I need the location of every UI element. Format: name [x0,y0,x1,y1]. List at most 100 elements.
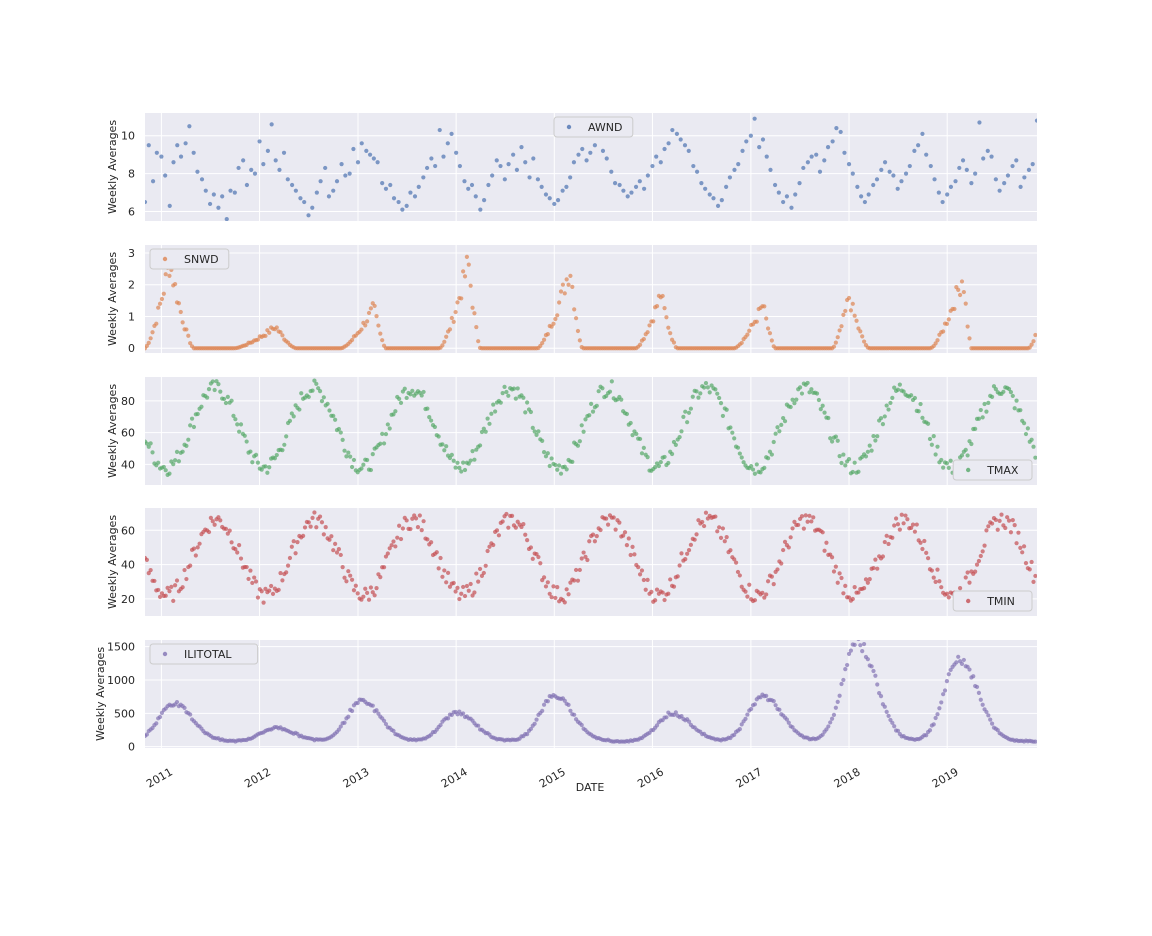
y-tick-label: 1000 [107,674,135,687]
data-point [871,433,876,439]
data-point [220,194,225,199]
data-point [380,181,385,186]
data-point [852,642,857,647]
data-point [980,702,985,707]
data-point [954,660,959,665]
data-point [895,387,901,392]
data-point [157,301,163,306]
data-point [361,594,366,599]
data-point [715,529,720,534]
data-point [207,201,213,207]
data-point [272,456,277,461]
data-point [427,415,432,420]
data-point [378,331,383,336]
data-point [875,682,880,687]
data-point [945,192,950,197]
data-point [233,547,238,552]
data-point [483,429,488,434]
y-tick-label: 8 [128,168,135,181]
data-point [730,430,735,435]
data-point [532,429,537,434]
data-point [707,192,712,197]
data-point [737,451,742,456]
data-point [686,548,692,553]
data-point [453,589,458,594]
data-point [575,328,581,334]
data-point [897,527,902,532]
data-point [662,454,667,460]
data-point [918,401,923,407]
data-point [995,728,1000,733]
data-point [557,300,562,305]
data-point [229,540,234,545]
data-point [171,160,176,165]
data-point [349,708,355,714]
data-point [777,429,782,434]
data-point [167,589,172,594]
data-point [856,469,861,474]
data-point [939,700,944,705]
data-point [807,390,812,395]
data-point [378,441,383,446]
data-point [319,398,325,404]
data-point [572,712,577,717]
data-point [370,703,375,708]
data-point [764,316,769,321]
data-point [191,424,197,430]
data-point [850,596,855,602]
data-point [445,570,451,575]
data-point [850,171,855,176]
data-point [491,402,496,407]
data-point [545,332,550,337]
data-point [937,579,942,584]
data-point [148,336,153,341]
data-point [948,184,954,189]
plot-background [145,640,1037,748]
data-point [310,388,315,393]
data-point [944,591,950,596]
data-point [145,557,149,563]
data-point [342,448,347,453]
data-point [762,304,767,309]
data-point [404,518,409,523]
data-point [334,550,340,555]
data-point [617,182,622,188]
data-point [817,169,823,174]
data-point [167,203,172,208]
data-point [664,315,669,320]
data-point [442,339,447,344]
data-point [739,340,744,346]
data-point [974,562,980,567]
data-point [159,154,164,159]
data-point [946,672,951,677]
data-point [956,654,961,659]
data-point [933,341,938,346]
data-point [846,595,852,600]
data-point [438,722,443,728]
data-point [310,515,315,520]
data-point [490,173,495,178]
data-point [664,715,669,720]
data-point [594,533,599,539]
data-point [959,279,965,284]
data-point [895,186,900,191]
data-point [671,584,677,589]
data-point [1008,390,1014,395]
data-point [634,431,639,436]
data-point [833,434,838,439]
data-point [724,184,729,189]
data-point [583,417,588,422]
data-point [1023,431,1029,437]
data-point [547,196,552,201]
data-point [899,512,904,517]
data-point [688,542,694,547]
data-point [590,409,596,414]
x-tick-label: 2015 [537,765,568,790]
data-point [673,710,678,715]
data-point [351,588,357,593]
data-point [837,454,842,459]
data-point [543,192,549,197]
data-point [327,408,332,413]
data-point [869,664,874,669]
